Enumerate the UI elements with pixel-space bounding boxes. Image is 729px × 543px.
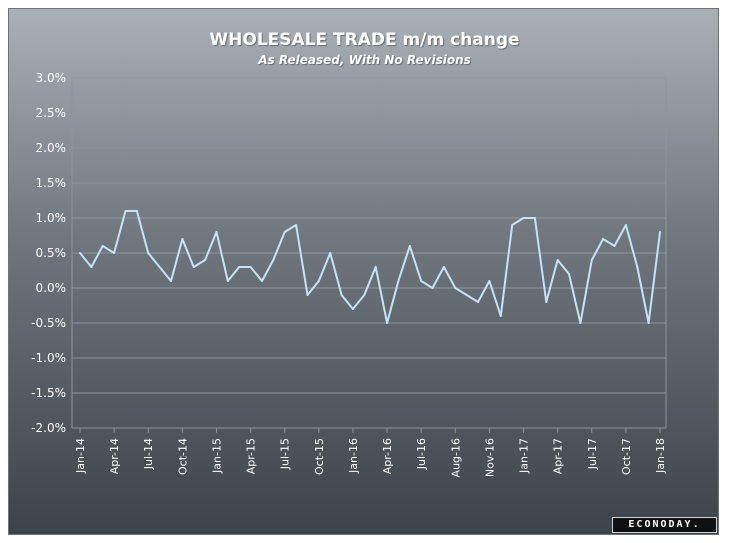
- data-point: [147, 252, 150, 254]
- x-tick-label: Nov-16: [483, 438, 496, 477]
- data-point: [590, 259, 593, 261]
- x-tick-label: Apr-14: [108, 438, 121, 474]
- data-point: [272, 259, 275, 261]
- x-tick-label: Jan-14: [74, 438, 87, 474]
- data-point: [374, 266, 377, 268]
- x-tick-label: Aug-16: [449, 438, 462, 477]
- chart-title: WHOLESALE TRADE m/m change: [209, 30, 520, 50]
- data-point: [602, 238, 605, 240]
- data-point: [101, 245, 104, 247]
- data-point: [90, 266, 93, 268]
- x-tick-label: Jan-16: [347, 438, 360, 474]
- x-tick-label: Apr-15: [245, 438, 258, 474]
- data-point: [636, 266, 639, 268]
- x-tick-label: Jan-15: [210, 438, 223, 474]
- x-tick-label: Jan-18: [654, 438, 667, 474]
- data-point: [454, 287, 457, 289]
- data-point: [181, 238, 184, 240]
- data-point: [488, 280, 491, 282]
- data-point: [215, 231, 218, 233]
- data-point: [420, 280, 423, 282]
- y-axis-tick-labels: 3.0% 2.5% 2.0% 1.5% 1.0% 0.5% 0.0% -0.5% -1.0% -1…: [31, 71, 66, 435]
- y-tick-label: 0.5%: [36, 246, 67, 260]
- data-point: [386, 322, 389, 324]
- data-point: [249, 266, 252, 268]
- data-point: [545, 301, 548, 303]
- data-point: [124, 210, 127, 212]
- data-point: [533, 217, 536, 219]
- x-tick-label: Jan-17: [518, 438, 531, 474]
- data-point: [306, 294, 309, 296]
- data-point: [511, 224, 514, 226]
- y-tick-label: -1.0%: [31, 351, 66, 365]
- x-tick-label: Apr-17: [552, 438, 565, 474]
- x-tick-label: Oct-15: [313, 438, 326, 475]
- data-point: [568, 273, 571, 275]
- data-point: [499, 315, 502, 317]
- data-point: [477, 301, 480, 303]
- data-point: [613, 245, 616, 247]
- data-point: [442, 266, 445, 268]
- y-tick-label: 2.0%: [36, 141, 67, 155]
- y-tick-label: 2.5%: [36, 106, 67, 120]
- data-point: [260, 280, 263, 282]
- data-point: [647, 322, 650, 324]
- data-point: [204, 259, 207, 261]
- data-point: [238, 266, 241, 268]
- data-point: [579, 322, 582, 324]
- data-point: [192, 266, 195, 268]
- data-point: [522, 217, 525, 219]
- y-tick-label: 1.0%: [36, 211, 67, 225]
- data-point: [465, 294, 468, 296]
- data-point: [283, 231, 286, 233]
- y-tick-label: -2.0%: [31, 421, 66, 435]
- data-point: [135, 210, 138, 212]
- data-point: [659, 231, 661, 233]
- data-point: [408, 245, 411, 247]
- data-point: [295, 224, 298, 226]
- chart-subtitle: As Released, With No Revisions: [258, 53, 471, 67]
- x-tick-label: Oct-17: [620, 438, 633, 475]
- x-tick-label: Jul-16: [415, 438, 428, 470]
- data-point: [397, 280, 400, 282]
- y-tick-label: 3.0%: [36, 71, 67, 85]
- data-point: [351, 308, 354, 310]
- data-point: [113, 252, 116, 254]
- x-tick-label: Jul-15: [279, 438, 292, 470]
- x-axis-tick-labels: Jan-14 Apr-14 Jul-14 Oct-14 Jan-15 Apr-15 Jul-…: [74, 428, 667, 477]
- x-tick-label: Apr-16: [381, 438, 394, 474]
- data-point: [624, 224, 627, 226]
- x-tick-label: Jul-14: [142, 438, 155, 470]
- x-tick-label: Jul-17: [586, 438, 599, 470]
- data-points: [79, 210, 661, 324]
- data-point: [158, 266, 161, 268]
- data-point: [431, 287, 434, 289]
- data-point: [329, 252, 332, 254]
- y-tick-label: -0.5%: [31, 316, 66, 330]
- data-point: [363, 294, 366, 296]
- y-tick-label: -1.5%: [31, 386, 66, 400]
- series-lines: [79, 210, 661, 324]
- grid-lines: [71, 77, 667, 429]
- data-point: [79, 252, 81, 254]
- econoday-logo: ECONODAY.: [612, 517, 717, 533]
- data-point: [226, 280, 229, 282]
- data-point: [340, 294, 343, 296]
- data-point: [169, 280, 172, 282]
- data-point: [317, 280, 320, 282]
- y-tick-label: 1.5%: [36, 176, 67, 190]
- chart-panel: [8, 8, 719, 535]
- x-tick-label: Oct-14: [176, 438, 189, 475]
- y-tick-label: 0.0%: [36, 281, 67, 295]
- data-point: [556, 259, 559, 261]
- series-line: [79, 210, 661, 324]
